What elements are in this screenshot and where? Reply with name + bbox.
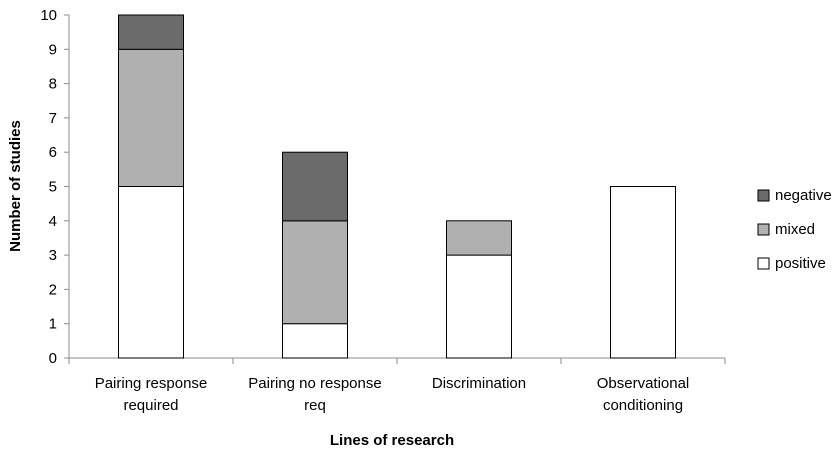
x-axis-title: Lines of research <box>330 432 454 449</box>
legend-label-mixed: mixed <box>775 221 815 238</box>
y-axis-title: Number of studies <box>7 120 24 252</box>
legend: negative mixed positive <box>757 187 832 272</box>
y-tick-label: 6 <box>49 144 57 161</box>
bar-segment-negative <box>118 14 184 50</box>
bar-segment-positive <box>118 186 184 359</box>
y-tick-label: 10 <box>40 7 57 24</box>
y-tick-label: 0 <box>49 350 57 367</box>
y-axis: 0 1 2 3 4 5 6 7 8 9 10 <box>40 7 70 367</box>
y-tick-label: 2 <box>49 281 57 298</box>
y-tick-label: 1 <box>49 316 57 333</box>
legend-swatch-mixed <box>757 223 770 236</box>
bar-segment-positive <box>446 254 512 359</box>
bar-segment-mixed <box>118 48 184 187</box>
legend-label-positive: positive <box>775 255 826 272</box>
category-label: Observational conditioning <box>597 375 690 414</box>
bar-segment-positive <box>282 323 348 359</box>
category-label: Pairing response required <box>95 375 208 414</box>
y-tick-label: 5 <box>49 179 57 196</box>
legend-swatch-positive <box>757 257 770 270</box>
y-tick-label: 9 <box>49 41 57 58</box>
bar-segment-positive <box>610 186 676 359</box>
bar-segment-mixed <box>282 220 348 325</box>
y-tick-label: 7 <box>49 110 57 127</box>
legend-label-negative: negative <box>775 187 832 204</box>
bar-segment-negative <box>282 151 348 222</box>
bars <box>118 14 676 359</box>
category-label: Discrimination <box>432 375 526 392</box>
legend-swatch-negative <box>757 189 770 202</box>
y-tick-label: 8 <box>49 76 57 93</box>
category-label: Pairing no response req <box>248 375 381 414</box>
y-tick-label: 4 <box>49 213 57 230</box>
y-tick-label: 3 <box>49 247 57 264</box>
bar-segment-mixed <box>446 220 512 256</box>
x-axis: Pairing response required Pairing no respo… <box>68 357 726 414</box>
